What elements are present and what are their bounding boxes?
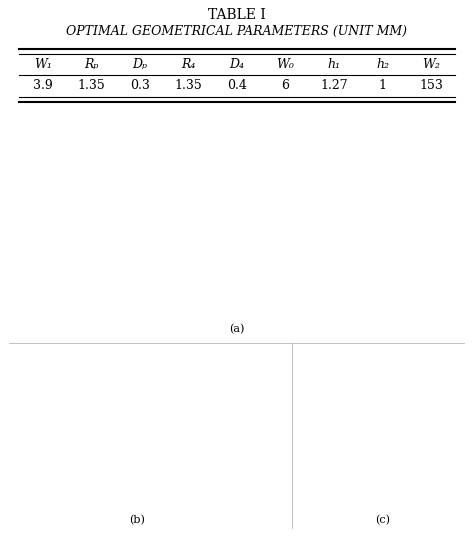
Text: h₂: h₂ [376,58,389,71]
Text: OPTIMAL GEOMETRICAL PARAMETERS (UNIT MM): OPTIMAL GEOMETRICAL PARAMETERS (UNIT MM) [66,25,408,38]
Text: R₄: R₄ [181,58,196,71]
Text: D₄: D₄ [229,58,245,71]
Text: Dₚ: Dₚ [132,58,147,71]
Text: (a): (a) [229,324,245,334]
Text: W₁: W₁ [34,58,52,71]
Text: 0.3: 0.3 [130,79,150,92]
Text: 6: 6 [282,79,290,92]
Text: 1: 1 [379,79,387,92]
Text: W₀: W₀ [277,58,294,71]
Text: 3.9: 3.9 [33,79,53,92]
Text: 0.4: 0.4 [227,79,247,92]
Text: 153: 153 [419,79,443,92]
Text: 1.35: 1.35 [78,79,105,92]
Text: Rₚ: Rₚ [84,58,99,71]
Text: TABLE I: TABLE I [208,8,266,22]
Text: W₂: W₂ [422,58,440,71]
Text: h₁: h₁ [328,58,341,71]
Text: 1.27: 1.27 [320,79,348,92]
Text: (b): (b) [129,515,145,525]
Text: 1.35: 1.35 [174,79,202,92]
Text: (c): (c) [375,515,390,525]
